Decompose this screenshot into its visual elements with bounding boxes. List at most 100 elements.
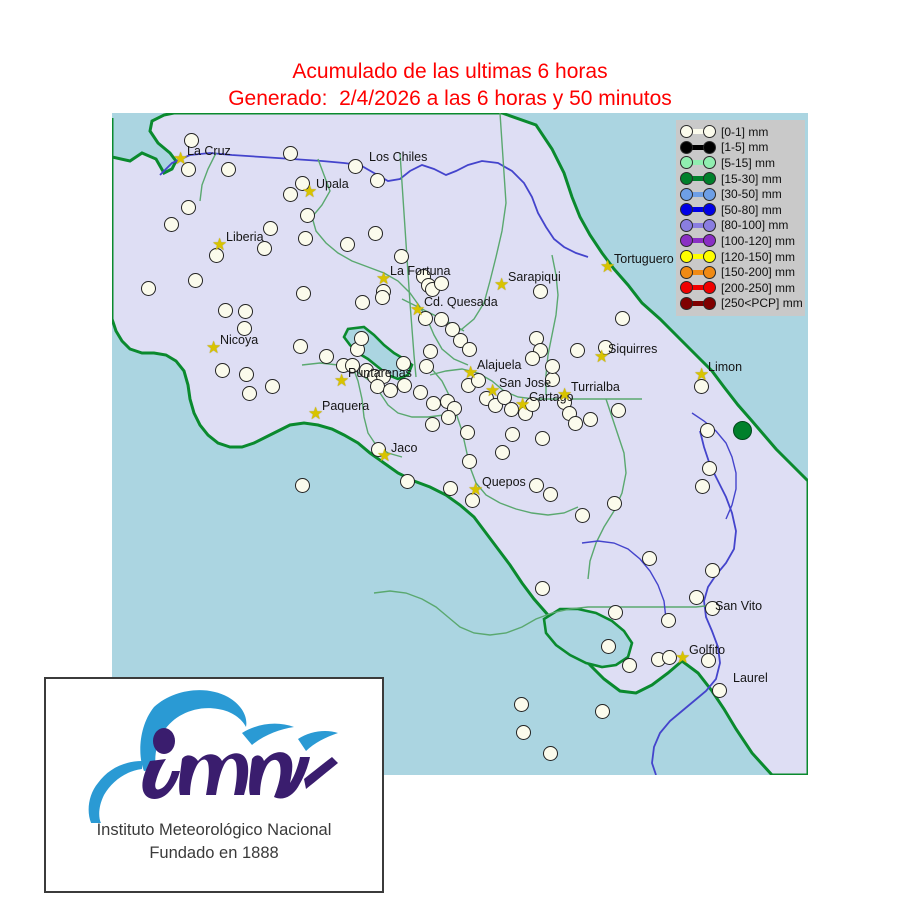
station-marker[interactable]	[694, 478, 710, 494]
station-marker[interactable]	[417, 310, 433, 326]
station-marker[interactable]	[442, 480, 458, 496]
station-marker[interactable]	[542, 486, 558, 502]
station-marker[interactable]	[180, 199, 196, 215]
city-star-icon: ★	[594, 347, 610, 366]
station-marker[interactable]	[292, 338, 308, 354]
station-marker[interactable]	[393, 248, 409, 264]
station-marker[interactable]	[610, 402, 626, 418]
station-marker[interactable]	[294, 477, 310, 493]
station-marker[interactable]	[532, 283, 548, 299]
station-marker[interactable]	[732, 420, 752, 440]
station-marker[interactable]	[440, 409, 456, 425]
station-marker[interactable]	[183, 132, 199, 148]
station-marker[interactable]	[370, 441, 386, 457]
station-marker[interactable]	[422, 343, 438, 359]
station-marker[interactable]	[353, 330, 369, 346]
station-marker[interactable]	[344, 357, 360, 373]
precipitation-map[interactable]: ★ La Cruz Los Chiles ★ Upala ★ Liberia ★ La Fort…	[112, 113, 808, 775]
station-marker[interactable]	[569, 342, 585, 358]
station-marker[interactable]	[425, 395, 441, 411]
station-marker[interactable]	[163, 216, 179, 232]
city-star-icon: ★	[494, 275, 510, 294]
station-marker[interactable]	[504, 426, 520, 442]
station-marker[interactable]	[470, 372, 486, 388]
station-marker[interactable]	[264, 378, 280, 394]
station-marker[interactable]	[369, 172, 385, 188]
station-marker[interactable]	[374, 289, 390, 305]
station-marker[interactable]	[582, 411, 598, 427]
station-marker[interactable]	[524, 396, 540, 412]
station-marker[interactable]	[597, 339, 613, 355]
station-marker[interactable]	[295, 285, 311, 301]
station-marker[interactable]	[433, 275, 449, 291]
station-marker[interactable]	[236, 320, 252, 336]
station-marker[interactable]	[600, 638, 616, 654]
station-marker[interactable]	[418, 358, 434, 374]
station-marker[interactable]	[693, 378, 709, 394]
station-marker[interactable]	[399, 473, 415, 489]
city-star-icon: ★	[600, 257, 616, 276]
station-marker[interactable]	[220, 161, 236, 177]
station-marker[interactable]	[241, 385, 257, 401]
station-marker[interactable]	[282, 186, 298, 202]
station-marker[interactable]	[614, 310, 630, 326]
station-marker[interactable]	[367, 225, 383, 241]
station-marker[interactable]	[528, 477, 544, 493]
station-marker[interactable]	[641, 550, 657, 566]
station-marker[interactable]	[262, 220, 278, 236]
station-marker[interactable]	[513, 696, 529, 712]
station-marker[interactable]	[494, 444, 510, 460]
station-marker[interactable]	[237, 303, 253, 319]
station-marker[interactable]	[339, 236, 355, 252]
station-marker[interactable]	[464, 492, 480, 508]
station-marker[interactable]	[688, 589, 704, 605]
station-marker[interactable]	[187, 272, 203, 288]
station-marker[interactable]	[660, 612, 676, 628]
station-marker[interactable]	[544, 358, 560, 374]
station-marker[interactable]	[567, 415, 583, 431]
station-marker[interactable]	[534, 580, 550, 596]
station-marker[interactable]	[433, 311, 449, 327]
station-marker[interactable]	[701, 460, 717, 476]
station-marker[interactable]	[444, 321, 460, 337]
station-marker[interactable]	[347, 158, 363, 174]
station-marker[interactable]	[282, 145, 298, 161]
station-marker[interactable]	[180, 161, 196, 177]
station-marker[interactable]	[412, 384, 428, 400]
station-marker[interactable]	[459, 424, 475, 440]
station-marker[interactable]	[396, 377, 412, 393]
station-marker[interactable]	[621, 657, 637, 673]
station-marker[interactable]	[704, 600, 720, 616]
city-star-icon: ★	[206, 338, 222, 357]
station-marker[interactable]	[704, 562, 720, 578]
station-marker[interactable]	[496, 389, 512, 405]
station-marker[interactable]	[294, 175, 310, 191]
station-marker[interactable]	[711, 682, 727, 698]
station-marker[interactable]	[299, 207, 315, 223]
station-marker[interactable]	[395, 355, 411, 371]
station-marker[interactable]	[256, 240, 272, 256]
station-marker[interactable]	[700, 652, 716, 668]
station-marker[interactable]	[524, 350, 540, 366]
station-marker[interactable]	[542, 745, 558, 761]
station-marker[interactable]	[318, 348, 334, 364]
station-marker[interactable]	[424, 416, 440, 432]
station-marker[interactable]	[699, 422, 715, 438]
station-marker[interactable]	[140, 280, 156, 296]
station-marker[interactable]	[297, 230, 313, 246]
station-marker[interactable]	[515, 724, 531, 740]
station-marker[interactable]	[594, 703, 610, 719]
station-marker[interactable]	[461, 341, 477, 357]
station-marker[interactable]	[606, 495, 622, 511]
station-marker[interactable]	[217, 302, 233, 318]
station-marker[interactable]	[574, 507, 590, 523]
station-marker[interactable]	[461, 453, 477, 469]
station-marker[interactable]	[214, 362, 230, 378]
station-marker[interactable]	[534, 430, 550, 446]
station-marker[interactable]	[238, 366, 254, 382]
station-marker[interactable]	[607, 604, 623, 620]
station-marker[interactable]	[354, 294, 370, 310]
station-marker[interactable]	[382, 382, 398, 398]
station-marker[interactable]	[661, 649, 677, 665]
station-marker[interactable]	[208, 247, 224, 263]
